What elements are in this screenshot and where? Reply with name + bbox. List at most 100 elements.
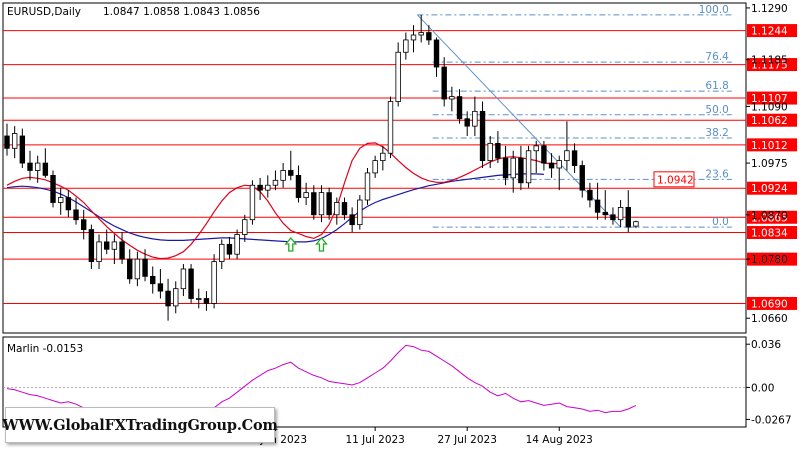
target-box <box>653 171 695 188</box>
ohlc-values: 1.0847 1.0858 1.0843 1.0856 <box>103 6 260 18</box>
watermark-text: WWW.GlobalFXTradingGroup.Com <box>2 416 278 434</box>
x-tick-label: 14 Aug 2023 <box>526 434 593 446</box>
candle-body <box>403 39 409 53</box>
y-tick-label: 1.0780 <box>751 254 788 266</box>
candle-body <box>372 160 378 174</box>
candle-body <box>180 268 187 290</box>
up-arrow-icon <box>284 236 298 252</box>
candle-body <box>556 160 562 169</box>
candle-body <box>472 110 478 127</box>
candle-body <box>111 241 118 250</box>
candle-body <box>173 288 179 307</box>
candle-body <box>441 66 447 100</box>
y-tick-label: 1.1185 <box>751 55 788 67</box>
level-label: 1.0834 <box>751 228 788 240</box>
candle-body <box>4 135 10 149</box>
candle-body <box>579 165 585 191</box>
indicator-tick-label: 0.036 <box>751 339 781 351</box>
candle-body <box>617 207 624 221</box>
horizontal-levels <box>3 30 746 304</box>
candle-body <box>142 258 148 277</box>
candle-body <box>73 209 79 221</box>
x-tick-label: 27 Jul 2023 <box>437 434 496 446</box>
candle-body <box>34 162 41 171</box>
level-label-box <box>747 252 797 266</box>
candle-body <box>65 197 72 211</box>
level-label: 1.1107 <box>751 93 788 105</box>
level-label: 1.0780 <box>751 254 788 266</box>
level-label-box <box>747 24 797 38</box>
y-tick-label: 1.1290 <box>751 3 788 15</box>
signal-arrows <box>284 236 328 252</box>
price-axis: 1.1244 1.1175 1.1107 1.1062 1.1012 1.0924 1.08… <box>746 3 797 325</box>
indicator-tick-label: 0.00 <box>751 382 774 394</box>
level-label-box <box>747 58 797 72</box>
symbol-label: EURUSD,Daily <box>7 6 81 18</box>
candle-body <box>19 135 26 164</box>
candle-body <box>57 197 64 203</box>
candle-body <box>311 192 317 216</box>
candle-body <box>272 179 279 186</box>
candle-body <box>203 298 210 304</box>
candle-body <box>234 234 240 255</box>
candle-body <box>571 150 578 166</box>
candle-body <box>119 241 125 260</box>
candle-body <box>257 184 263 191</box>
level-label: 1.1244 <box>751 26 788 38</box>
candle-body <box>495 142 501 159</box>
candle-body <box>594 199 601 213</box>
level-label: 1.1012 <box>751 140 788 152</box>
candle-body <box>104 241 110 250</box>
ma-slow-line <box>6 173 544 243</box>
candle-body <box>564 150 570 162</box>
candle-body <box>380 152 386 162</box>
fib-level-label: 76.4 <box>705 51 729 63</box>
fib-trend-line <box>416 14 621 228</box>
candle-body <box>464 118 470 127</box>
candle-body <box>318 192 325 216</box>
level-label-box <box>747 91 797 105</box>
candle-body <box>27 162 33 171</box>
indicator-tick-label: -0.0267 <box>751 414 792 426</box>
y-tick-label: 1.0660 <box>751 313 788 325</box>
candle-body <box>226 243 233 255</box>
candle-body <box>357 199 363 226</box>
candle-body <box>395 51 401 102</box>
candle-body <box>541 145 547 164</box>
candle-body <box>127 258 133 280</box>
candle-body <box>364 172 371 201</box>
candle-body <box>633 221 639 227</box>
candles <box>4 14 639 321</box>
candle-body <box>479 110 486 162</box>
level-label: 1.0924 <box>751 183 788 195</box>
candle-body <box>242 219 248 235</box>
candle-body <box>295 174 302 198</box>
candle-body <box>288 170 294 176</box>
candle-body <box>418 32 424 36</box>
candle-body <box>410 34 417 41</box>
ma-fast-line <box>6 142 560 260</box>
time-axis: 23 Jun 2023 11 Jul 2023 27 Jul 2023 14 Aug … <box>244 427 593 446</box>
watermark-box: WWW.GlobalFXTradingGroup.Com <box>2 407 278 443</box>
candle-body <box>188 268 194 299</box>
level-label-box <box>747 226 797 240</box>
candle-body <box>42 162 49 176</box>
candle-body <box>265 184 271 191</box>
candle-body <box>449 96 455 100</box>
candle-body <box>96 241 102 262</box>
candle-body <box>625 207 631 228</box>
candle-body <box>211 261 217 304</box>
candle-body <box>548 162 555 169</box>
level-label: 1.0865 <box>751 212 788 224</box>
level-label: 1.1175 <box>751 60 788 72</box>
up-arrow-icon <box>315 236 328 252</box>
target-box-label: 1.0942 <box>657 174 694 186</box>
fib-level-label: 38.2 <box>705 127 728 139</box>
fib-level-label: 50.0 <box>705 104 728 116</box>
level-label: 1.0690 <box>751 298 788 310</box>
candle-body <box>334 202 340 216</box>
candle-body <box>303 192 309 198</box>
y-tick-label: 1.0870 <box>751 210 788 222</box>
candle-body <box>587 189 593 201</box>
